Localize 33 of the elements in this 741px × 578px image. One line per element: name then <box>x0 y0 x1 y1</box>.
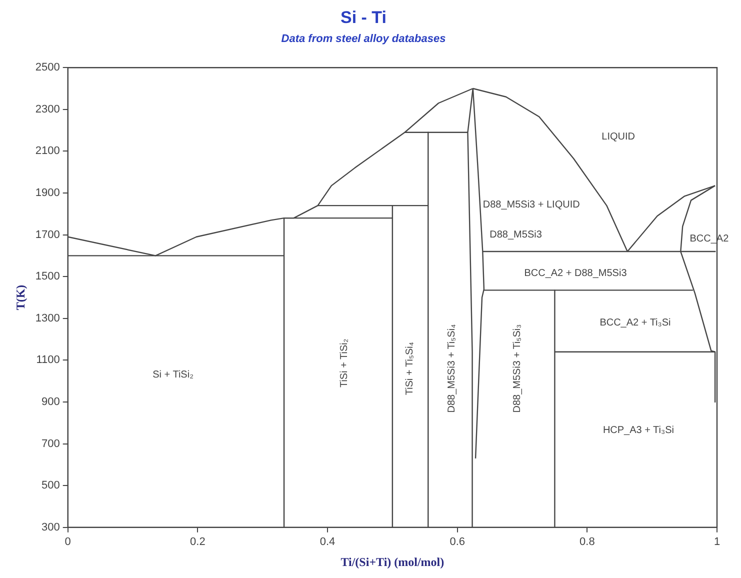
y-tick-label: 300 <box>42 521 60 534</box>
x-tick-label: 0.4 <box>320 536 336 548</box>
y-tick-label: 500 <box>42 480 60 492</box>
annotation: BCC_A2 + D88_M5Si3 <box>524 268 628 280</box>
annotation: TiSi + Ti₅Si₄ <box>404 342 416 396</box>
x-tick-label: 0.2 <box>190 536 206 548</box>
y-tick-label: 1100 <box>36 354 60 366</box>
y-tick-label: 1300 <box>35 312 60 324</box>
y-tick-label: 1700 <box>35 228 60 241</box>
annotation: BCC_A2 + Ti₃Si <box>600 317 671 328</box>
annotation: D88_M5Si3 + LIQUID <box>482 200 580 211</box>
y-tick-label: 2300 <box>35 103 60 116</box>
chart-title: Si - Ti <box>340 8 386 27</box>
annotation: D88_M5Si3 + Ti₅Si₃ <box>512 324 523 413</box>
annotation: LIQUID <box>602 131 636 142</box>
x-tick-label: 0 <box>64 536 71 548</box>
annotation: Si + TiSi₂ <box>152 370 194 381</box>
x-axis-title: Ti/(Si+Ti) (mol/mol) <box>340 554 444 569</box>
annotation: D88_M5Si3 + Ti₅Si₄ <box>446 324 458 413</box>
y-tick-label: 700 <box>42 438 60 450</box>
x-tick-label: 0.6 <box>450 536 465 548</box>
y-tick-label: 2500 <box>35 62 60 74</box>
chart-subtitle: Data from steel alloy databases <box>281 33 446 46</box>
x-tick-label: 1 <box>714 536 720 548</box>
annotation: D88_M5Si3 <box>490 230 542 241</box>
y-tick-label: 1500 <box>35 270 60 283</box>
y-tick-label: 900 <box>42 396 60 408</box>
y-axis-title: T(K) <box>13 284 28 310</box>
y-tick-label: 1900 <box>35 187 60 200</box>
annotation: TiSi + TiSi₂ <box>339 338 350 388</box>
x-tick-label: 0.8 <box>580 536 595 548</box>
annotation: HCP_A3 + Ti₃Si <box>602 424 674 436</box>
y-tick-label: 2100 <box>35 145 60 158</box>
